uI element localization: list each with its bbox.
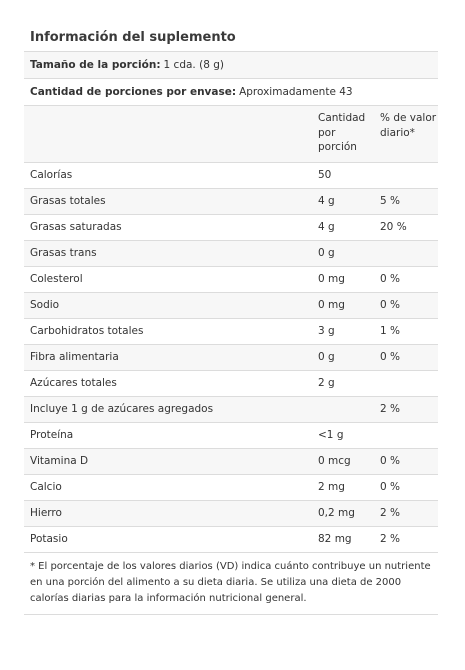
table-row: Potasio 82 mg 2 % — [24, 527, 438, 553]
nutrient-amount: 2 g — [318, 377, 335, 389]
table-row: Grasas totales 4 g 5 % — [24, 189, 438, 215]
table-row: Incluye 1 g de azúcares agregados 2 % — [24, 397, 438, 423]
nutrient-daily-value: 1 % — [380, 325, 400, 337]
table-row: Carbohidratos totales 3 g 1 % — [24, 319, 438, 345]
nutrient-name: Calcio — [30, 481, 62, 493]
nutrient-daily-value: 0 % — [380, 455, 400, 467]
nutrient-name: Incluye 1 g de azúcares agregados — [30, 403, 214, 415]
nutrient-amount: 0 mg — [318, 273, 345, 285]
nutrient-name: Colesterol — [30, 273, 83, 285]
servings-per-container-value: Aproximadamente 43 — [239, 86, 353, 98]
nutrient-daily-value: 0 % — [380, 273, 400, 285]
nutrient-name: Potasio — [30, 533, 68, 545]
table-row: Azúcares totales 2 g — [24, 371, 438, 397]
nutrient-amount: <1 g — [318, 429, 344, 441]
nutrient-name: Grasas totales — [30, 195, 106, 207]
nutrient-name: Calorías — [30, 169, 73, 181]
nutrient-name: Azúcares totales — [30, 377, 117, 389]
nutrient-name: Grasas saturadas — [30, 221, 122, 233]
serving-size-label: Tamaño de la porción: — [30, 59, 161, 71]
nutrient-name: Vitamina D — [30, 455, 89, 467]
column-header-daily-value: % de valor diario* — [380, 112, 437, 139]
table-row: Sodio 0 mg 0 % — [24, 293, 438, 319]
nutrient-amount: 2 mg — [318, 481, 345, 493]
nutrient-name: Carbohidratos totales — [30, 325, 144, 337]
table-row: Fibra alimentaria 0 g 0 % — [24, 345, 438, 371]
nutrient-daily-value: 0 % — [380, 481, 400, 493]
nutrient-amount: 0 mcg — [318, 455, 351, 467]
panel-title: Información del suplemento — [24, 24, 438, 52]
nutrient-amount: 3 g — [318, 325, 335, 337]
serving-size-row: Tamaño de la porción: 1 cda. (8 g) — [24, 52, 438, 79]
nutrient-daily-value: 20 % — [380, 221, 407, 233]
supplement-facts-panel: Información del suplemento Tamaño de la … — [24, 24, 438, 615]
nutrient-amount: 0 g — [318, 351, 335, 363]
nutrient-daily-value: 5 % — [380, 195, 400, 207]
table-row: Grasas trans 0 g — [24, 241, 438, 267]
table-header: Cantidad por porción % de valor diario* — [24, 106, 438, 163]
nutrient-daily-value: 0 % — [380, 351, 400, 363]
nutrient-name: Grasas trans — [30, 247, 97, 259]
nutrient-daily-value: 2 % — [380, 403, 400, 415]
nutrient-amount: 82 mg — [318, 533, 352, 545]
nutrient-name: Hierro — [30, 507, 62, 519]
table-row: Calorías 50 — [24, 163, 438, 189]
nutrient-amount: 0 g — [318, 247, 335, 259]
nutrient-daily-value: 0 % — [380, 299, 400, 311]
servings-per-container-row: Cantidad de porciones por envase: Aproxi… — [24, 79, 438, 106]
table-row: Colesterol 0 mg 0 % — [24, 267, 438, 293]
table-row: Calcio 2 mg 0 % — [24, 475, 438, 501]
nutrient-name: Fibra alimentaria — [30, 351, 119, 363]
nutrient-name: Sodio — [30, 299, 60, 311]
serving-size-value: 1 cda. (8 g) — [163, 59, 224, 71]
footnote: * El porcentaje de los valores diarios (… — [24, 553, 438, 615]
table-row: Proteína <1 g — [24, 423, 438, 449]
nutrient-name: Proteína — [30, 429, 74, 441]
nutrient-table: Calorías 50 Grasas totales 4 g 5 % Grasas sat… — [24, 163, 438, 553]
column-header-amount: Cantidad por porción — [318, 112, 366, 153]
table-row: Grasas saturadas 4 g 20 % — [24, 215, 438, 241]
nutrient-amount: 4 g — [318, 195, 335, 207]
nutrient-amount: 4 g — [318, 221, 335, 233]
nutrient-amount: 0 mg — [318, 299, 345, 311]
servings-per-container-label: Cantidad de porciones por envase: — [30, 86, 237, 98]
nutrient-daily-value: 2 % — [380, 507, 400, 519]
nutrient-amount: 50 — [318, 169, 332, 181]
nutrient-daily-value: 2 % — [380, 533, 400, 545]
nutrient-amount: 0,2 mg — [318, 507, 355, 519]
table-row: Vitamina D 0 mcg 0 % — [24, 449, 438, 475]
table-row: Hierro 0,2 mg 2 % — [24, 501, 438, 527]
